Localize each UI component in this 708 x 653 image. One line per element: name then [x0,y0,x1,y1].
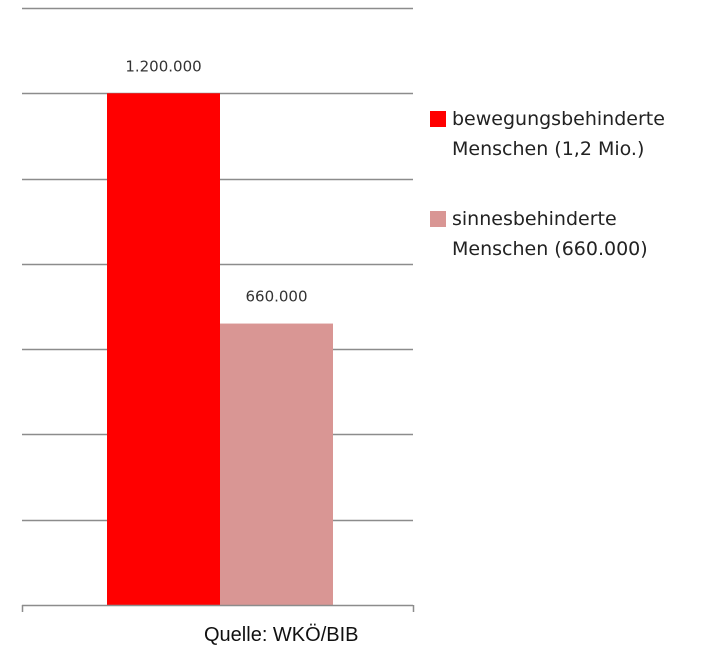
legend-swatch-red [430,111,446,127]
bar-series-1 [107,93,220,606]
data-label-series-1: 1.200.000 [125,57,201,75]
bars [107,93,333,606]
legend-item-sinnesbehinderte: sinnesbehinderte Menschen (660.000) [430,204,700,264]
x-axis [21,604,415,612]
legend-label: sinnesbehinderte Menschen (660.000) [452,208,648,260]
data-labels: 1.200.000 660.000 [125,57,307,305]
bar-series-2 [220,323,333,605]
legend-label: bewegungsbehinderte Menschen (1,2 Mio.) [452,108,665,160]
source-label: Quelle: WKÖ/BIB [204,624,359,646]
legend: bewegungsbehinderte Menschen (1,2 Mio.) … [430,104,700,304]
data-label-series-2: 660.000 [245,288,307,306]
legend-item-bewegungsbehinderte: bewegungsbehinderte Menschen (1,2 Mio.) [430,104,700,164]
legend-swatch-pink [430,211,446,227]
